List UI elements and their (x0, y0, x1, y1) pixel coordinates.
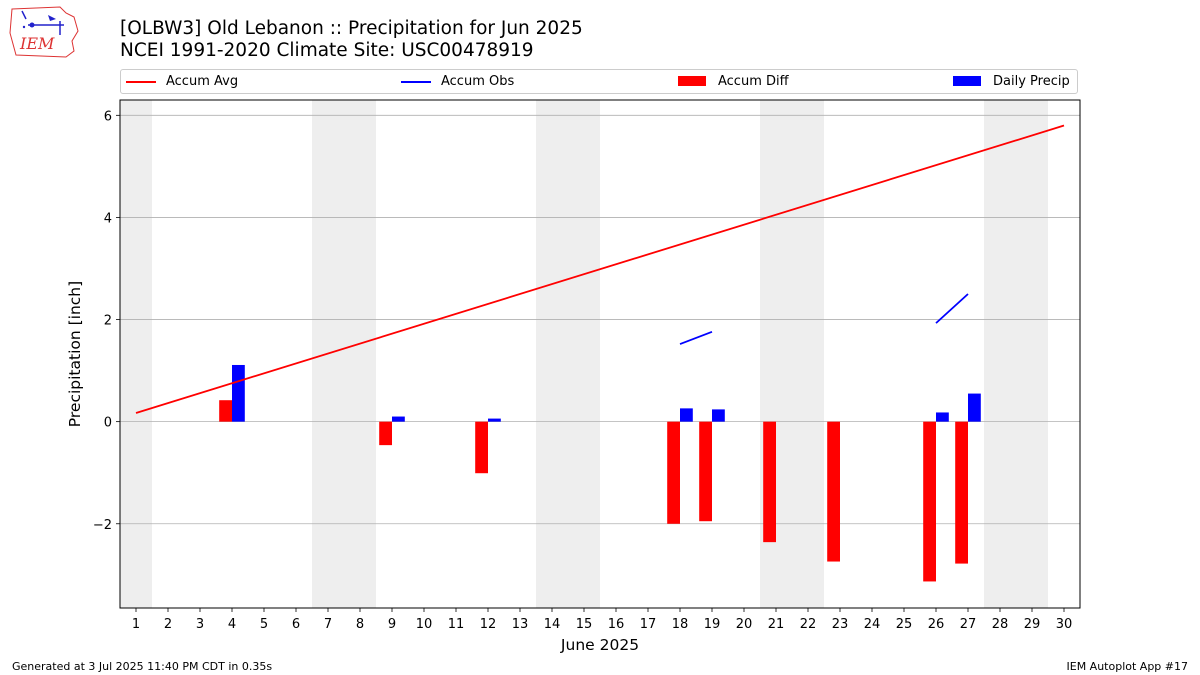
x-tick-label: 24 (864, 617, 881, 632)
daily-precip-bar (392, 416, 405, 422)
x-tick-label: 23 (832, 617, 849, 632)
weekend-shade (120, 100, 152, 608)
x-tick-label: 13 (512, 617, 529, 632)
x-tick-label: 22 (800, 617, 817, 632)
x-tick-label: 25 (896, 617, 913, 632)
accum-obs-line (935, 293, 969, 324)
y-tick-label: 0 (104, 416, 112, 431)
x-tick-label: 14 (544, 617, 561, 632)
x-axis-label: June 2025 (560, 636, 639, 654)
weekend-shade (536, 100, 600, 608)
iem-logo: IEM (8, 5, 80, 59)
accum-diff-bar (827, 421, 840, 562)
weekend-shading (120, 100, 1048, 608)
x-axis-ticks: 1 2 3 4 5 6 7 8 9 10 11 12 13 14 15 16 17 18 19 20 21 22 23 24 2… (132, 608, 1072, 632)
accum-diff-bar (955, 421, 968, 564)
accum-avg-line (135, 124, 1065, 414)
x-tick-label: 9 (388, 617, 396, 632)
chart-legend: Accum Avg Accum Obs Accum Diff Daily Pre… (120, 69, 1078, 94)
x-tick-label: 16 (608, 617, 625, 632)
footer-app: IEM Autoplot App #17 (1066, 660, 1189, 673)
x-tick-label: 6 (292, 617, 300, 632)
legend-label-accum-diff: Accum Diff (718, 74, 789, 89)
x-tick-label: 5 (260, 617, 268, 632)
y-tick-label: 4 (104, 211, 112, 226)
x-tick-label: 11 (448, 617, 465, 632)
x-tick-label: 15 (576, 617, 593, 632)
x-tick-label: 4 (228, 617, 236, 632)
x-tick-label: 18 (672, 617, 689, 632)
daily-precip-bar (488, 418, 501, 422)
legend-label-daily-precip: Daily Precip (993, 74, 1070, 89)
daily-precip-bar (680, 408, 693, 422)
bars (219, 364, 981, 582)
weekend-shade (312, 100, 376, 608)
legend-swatch-daily-precip (953, 76, 981, 86)
x-tick-label: 19 (704, 617, 721, 632)
accum-diff-bar (475, 421, 488, 474)
daily-precip-bar (968, 393, 981, 422)
x-tick-label: 27 (960, 617, 977, 632)
y-axis-ticks: −2 0 2 4 6 (93, 109, 120, 533)
x-tick-label: 29 (1024, 617, 1041, 632)
x-tick-label: 1 (132, 617, 140, 632)
x-tick-label: 28 (992, 617, 1009, 632)
legend-swatch-accum-avg (126, 81, 156, 83)
y-tick-label: −2 (93, 518, 112, 533)
x-tick-label: 3 (196, 617, 204, 632)
legend-swatch-accum-obs (401, 81, 431, 83)
accum-diff-bar (219, 400, 232, 422)
x-tick-label: 30 (1056, 617, 1073, 632)
x-tick-label: 7 (324, 617, 332, 632)
accum-diff-bar (667, 421, 680, 524)
chart-title: [OLBW3] Old Lebanon :: Precipitation for… (120, 18, 583, 62)
gridlines (120, 114, 1080, 525)
legend-swatch-accum-diff (678, 76, 706, 86)
chart-title-line1: [OLBW3] Old Lebanon :: Precipitation for… (120, 18, 583, 39)
svg-text:IEM: IEM (19, 34, 55, 53)
daily-precip-bar (712, 409, 725, 422)
footer-generated: Generated at 3 Jul 2025 11:40 PM CDT in … (12, 660, 273, 673)
x-tick-label: 10 (416, 617, 433, 632)
y-axis-label: Precipitation [inch] (66, 281, 84, 427)
x-tick-label: 26 (928, 617, 945, 632)
x-tick-label: 2 (164, 617, 172, 632)
x-tick-label: 21 (768, 617, 785, 632)
daily-precip-bar (936, 412, 949, 422)
accum-diff-bar (699, 421, 712, 522)
y-tick-label: 2 (104, 314, 112, 329)
plot-frame (119, 99, 1081, 609)
daily-precip-bar (232, 364, 245, 422)
series-lines (135, 124, 1065, 414)
weekend-shade (984, 100, 1048, 608)
x-tick-label: 20 (736, 617, 753, 632)
x-tick-label: 17 (640, 617, 657, 632)
accum-diff-bar (379, 421, 392, 446)
accum-diff-bar (923, 421, 936, 582)
y-tick-label: 6 (104, 109, 112, 124)
x-tick-label: 8 (356, 617, 364, 632)
legend-label-accum-avg: Accum Avg (166, 74, 239, 89)
chart-title-line2: NCEI 1991-2020 Climate Site: USC00478919 (120, 40, 534, 61)
legend-label-accum-obs: Accum Obs (441, 74, 515, 89)
accum-obs-line (679, 330, 713, 345)
accum-diff-bar (763, 421, 776, 543)
x-tick-label: 12 (480, 617, 497, 632)
